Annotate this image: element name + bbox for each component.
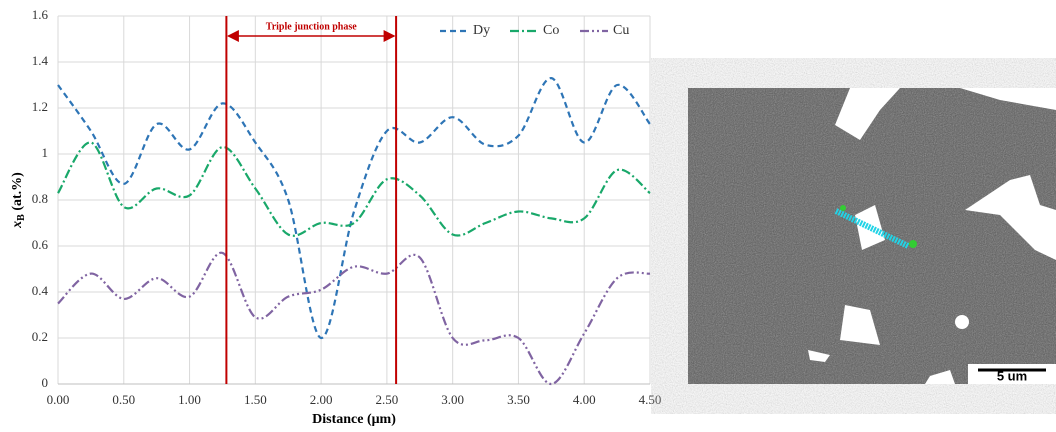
- legend-label: Cu: [613, 23, 629, 38]
- y-tick-label: 1: [42, 145, 49, 160]
- y-tick-label: 1.2: [32, 99, 48, 114]
- x-tick-label: 3.00: [441, 392, 464, 407]
- x-tick-label: 2.00: [310, 392, 333, 407]
- x-tick-label: 2.50: [376, 392, 399, 407]
- x-axis-title: Distance (μm): [312, 412, 396, 427]
- x-tick-label: 0.50: [112, 392, 135, 407]
- y-tick-label: 0.6: [32, 237, 49, 252]
- x-tick-label: 0.00: [47, 392, 70, 407]
- legend-label: Dy: [473, 23, 490, 38]
- legend-label: Co: [543, 23, 559, 38]
- y-tick-label: 0.2: [32, 329, 48, 344]
- series-line: [57, 251, 651, 386]
- x-tick-label: 4.50: [639, 392, 662, 407]
- y-axis-var: x: [10, 221, 25, 229]
- y-axis-unit: (at.%): [10, 172, 25, 214]
- micrograph: 5 um: [688, 88, 1056, 384]
- x-tick-label: 1.50: [244, 392, 267, 407]
- y-axis-sub: B: [16, 214, 27, 221]
- y-tick-label: 0.4: [32, 283, 49, 298]
- x-tick-label: 1.00: [178, 392, 201, 407]
- annotation: Triple junction phase: [266, 21, 357, 32]
- scale-bar-label: 5 um: [997, 368, 1027, 383]
- y-tick-label: 1.4: [32, 53, 49, 68]
- x-tick-label: 4.00: [573, 392, 596, 407]
- y-axis-title: xB (at.%): [10, 172, 27, 229]
- series-line: [57, 141, 651, 237]
- y-tick-label: 0: [42, 375, 49, 390]
- y-tick-label: 1.6: [32, 7, 49, 22]
- y-tick-label: 0.8: [32, 191, 48, 206]
- x-tick-label: 3.50: [507, 392, 530, 407]
- series-line: [57, 77, 651, 340]
